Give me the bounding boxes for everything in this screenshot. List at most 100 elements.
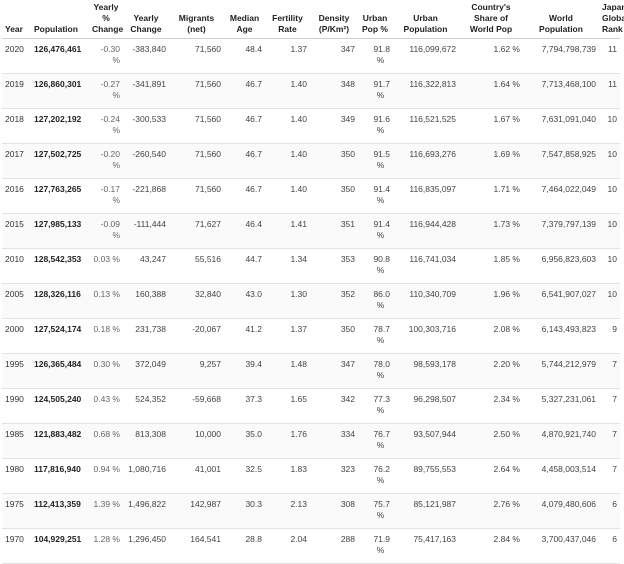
urban-pop-pct-unit: % (376, 510, 385, 520)
share-of-world-pop-cell: 2.76 % (459, 493, 523, 529)
urban-pop-pct-cell: 91.5% (358, 143, 392, 179)
global-rank-cell: 6 (599, 528, 620, 564)
migrants-cell: 10,000 (169, 423, 224, 459)
density-cell: 349 (310, 108, 358, 144)
table-row: 2000 127,524,174 0.18 % 231,738 -20,067 41.2 1… (2, 318, 620, 354)
global-rank-cell: 10 (599, 283, 620, 319)
population-cell: 127,524,174 (31, 318, 89, 354)
share-of-world-pop-cell: 1.71 % (459, 178, 523, 214)
density-cell: 288 (310, 528, 358, 564)
table-row: 1975 112,413,359 1.39 % 1,496,822 142,987 30.… (2, 493, 620, 529)
year-cell: 2005 (2, 283, 31, 319)
urban-pop-pct-unit: % (376, 90, 385, 100)
fertility-rate-cell: 1.40 (265, 108, 310, 144)
yearly-change-cell: -260,540 (123, 143, 169, 179)
table-row: 2005 128,326,116 0.13 % 160,388 32,840 43.0 1.… (2, 283, 620, 319)
density-cell: 350 (310, 143, 358, 179)
table-body: 2020 126,476,461 -0.30 % -383,840 71,560 48.4… (2, 38, 620, 564)
yearly-change-cell: -341,891 (123, 73, 169, 109)
density-cell: 323 (310, 458, 358, 494)
world-population-cell: 7,794,798,739 (523, 38, 599, 74)
density-cell: 334 (310, 423, 358, 459)
global-rank-cell: 11 (599, 73, 620, 109)
share-of-world-pop-cell: 1.85 % (459, 248, 523, 284)
share-of-world-pop-cell: 1.64 % (459, 73, 523, 109)
population-cell: 124,505,240 (31, 388, 89, 424)
header-migrants[interactable]: Migrants (net) (169, 0, 224, 39)
year-cell: 2017 (2, 143, 31, 179)
header-density[interactable]: Density (P/Km²) (310, 0, 358, 39)
global-rank-cell: 10 (599, 248, 620, 284)
share-of-world-pop-cell: 1.96 % (459, 283, 523, 319)
year-cell: 2020 (2, 38, 31, 74)
urban-pop-pct-unit: % (376, 160, 385, 170)
header-urban-pop-pct[interactable]: Urban Pop % (358, 0, 392, 39)
migrants-cell: 142,987 (169, 493, 224, 529)
yearly-change-cell: 160,388 (123, 283, 169, 319)
fertility-rate-cell: 2.13 (265, 493, 310, 529)
median-age-cell: 46.4 (224, 213, 265, 249)
header-yearly-change[interactable]: Yearly Change (123, 0, 169, 39)
header-population[interactable]: Population (31, 0, 89, 39)
urban-pop-pct-cell: 75.7% (358, 493, 392, 529)
yearly-change-cell: 1,296,450 (123, 528, 169, 564)
urban-pop-pct-unit: % (376, 265, 385, 275)
yearly-change-cell: -221,868 (123, 178, 169, 214)
header-yearly-pct-change[interactable]: Yearly % Change (89, 0, 123, 39)
migrants-cell: -59,668 (169, 388, 224, 424)
yearly-pct-change-cell: -0.24 % (89, 108, 123, 144)
urban-pop-pct-cell: 91.6% (358, 108, 392, 144)
migrants-cell: 71,560 (169, 38, 224, 74)
yearly-change-cell: 1,080,716 (123, 458, 169, 494)
global-rank-cell: 6 (599, 493, 620, 529)
header-year[interactable]: Year (2, 0, 31, 39)
urban-pop-pct-cell: 78.0% (358, 353, 392, 389)
header-fertility-rate[interactable]: Fertility Rate (265, 0, 310, 39)
header-share-of-world-pop[interactable]: Country's Share of World Pop (459, 0, 523, 39)
header-median-age[interactable]: Median Age (224, 0, 265, 39)
population-cell: 126,365,484 (31, 353, 89, 389)
table-row: 2015 127,985,133 -0.09 % -111,444 71,627 46.4… (2, 213, 620, 249)
median-age-cell: 35.0 (224, 423, 265, 459)
global-rank-cell: 7 (599, 353, 620, 389)
yearly-pct-change-cell: -0.09 % (89, 213, 123, 249)
world-population-cell: 6,956,823,603 (523, 248, 599, 284)
header-urban-population[interactable]: Urban Population (392, 0, 459, 39)
yearly-change-cell: 231,738 (123, 318, 169, 354)
fertility-rate-cell: 1.40 (265, 143, 310, 179)
year-cell: 1990 (2, 388, 31, 424)
migrants-cell: 71,560 (169, 73, 224, 109)
fertility-rate-cell: 1.34 (265, 248, 310, 284)
urban-pop-pct-unit: % (376, 370, 385, 380)
migrants-cell: 71,560 (169, 108, 224, 144)
header-global-rank[interactable]: Japan Global Rank (599, 0, 624, 39)
yearly-change-cell: 372,049 (123, 353, 169, 389)
density-cell: 342 (310, 388, 358, 424)
global-rank-cell: 10 (599, 108, 620, 144)
migrants-cell: 55,516 (169, 248, 224, 284)
yearly-pct-change-cell: 0.13 % (89, 283, 123, 319)
fertility-rate-cell: 1.48 (265, 353, 310, 389)
fertility-rate-cell: 1.37 (265, 38, 310, 74)
urban-pop-pct-cell: 78.7% (358, 318, 392, 354)
urban-pop-pct-cell: 77.3% (358, 388, 392, 424)
global-rank-cell: 11 (599, 38, 620, 74)
global-rank-cell: 7 (599, 458, 620, 494)
urban-pop-pct-value: 91.7 (373, 79, 390, 89)
urban-pop-pct-value: 71.9 (373, 534, 390, 544)
world-population-cell: 7,631,091,040 (523, 108, 599, 144)
urban-pop-pct-value: 91.4 (373, 219, 390, 229)
fertility-rate-cell: 1.65 (265, 388, 310, 424)
world-population-cell: 5,327,231,061 (523, 388, 599, 424)
share-of-world-pop-cell: 2.20 % (459, 353, 523, 389)
population-cell: 128,326,116 (31, 283, 89, 319)
table-row: 2016 127,763,265 -0.17 % -221,868 71,560 46.7… (2, 178, 620, 214)
urban-population-cell: 100,303,716 (392, 318, 459, 354)
urban-population-cell: 85,121,987 (392, 493, 459, 529)
urban-pop-pct-value: 77.3 (373, 394, 390, 404)
header-world-population[interactable]: World Population (523, 0, 599, 39)
table-row: 2018 127,202,192 -0.24 % -300,533 71,560 46.7… (2, 108, 620, 144)
urban-population-cell: 116,693,276 (392, 143, 459, 179)
urban-pop-pct-cell: 91.4% (358, 213, 392, 249)
